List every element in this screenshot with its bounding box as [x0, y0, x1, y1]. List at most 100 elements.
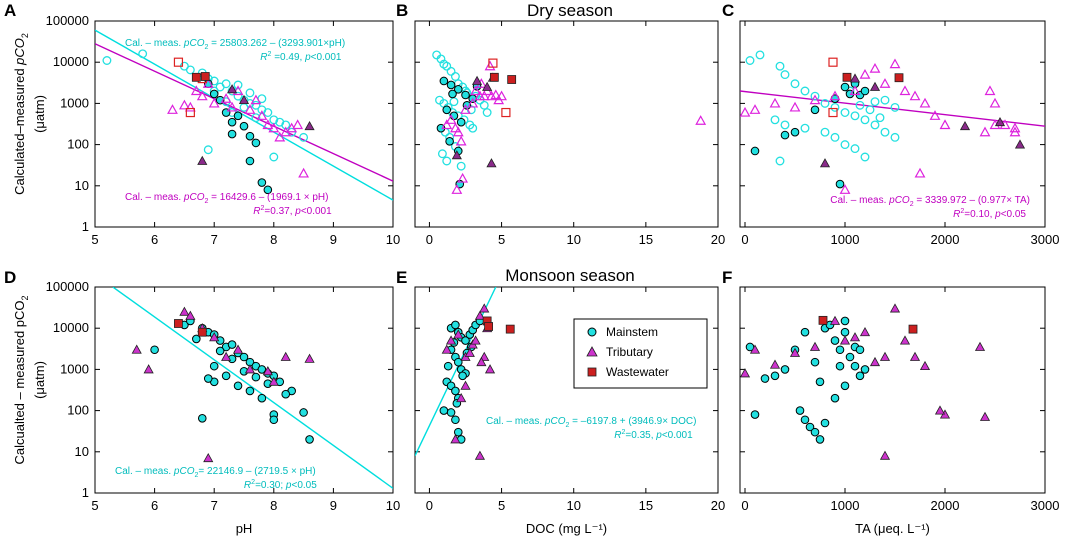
data-point-tributary [829, 315, 841, 325]
data-point-tributary [208, 97, 220, 108]
data-point-tributary [819, 158, 831, 168]
y-tick-label: 10000 [53, 54, 89, 69]
data-point-tributary [899, 85, 911, 96]
data-point-tributary [914, 167, 926, 178]
data-point-tributary [879, 450, 891, 460]
data-point-wastewater [191, 72, 201, 82]
data-point-tributary [839, 184, 851, 194]
data-point-tributary [749, 344, 761, 354]
data-point-tributary [457, 172, 469, 183]
data-point-mainstem [305, 435, 314, 444]
data-point-mainstem [780, 120, 790, 130]
data-point-mainstem [479, 100, 489, 110]
data-point-tributary [464, 347, 475, 357]
data-point-tributary [749, 104, 761, 114]
x-tick-label: 0 [741, 498, 748, 513]
data-point-tributary [695, 115, 707, 125]
regression-annotation: Cal. – meas. pCO2 = 3339.972 – (0.977× T… [830, 195, 1030, 208]
data-point-mainstem [448, 89, 457, 99]
data-point-mainstem [450, 72, 460, 81]
data-point-mainstem [810, 357, 820, 367]
data-point-wastewater [200, 72, 210, 81]
data-point-tributary [839, 335, 851, 345]
data-point-mainstem [245, 156, 255, 166]
data-point-tributary [869, 356, 881, 367]
data-point-tributary [486, 90, 497, 101]
points [740, 303, 991, 460]
data-point-tributary [869, 81, 881, 91]
data-point-mainstem [840, 82, 850, 92]
data-point-mainstem [150, 345, 159, 355]
data-point-tributary [959, 120, 971, 131]
data-point-mainstem [446, 66, 456, 76]
data-point-tributary [490, 89, 502, 100]
data-point-mainstem [745, 56, 755, 65]
data-point-mainstem [770, 115, 780, 125]
data-point-tributary [899, 335, 911, 345]
data-point-mainstem [820, 127, 830, 137]
x-tick-label: 1000 [831, 498, 860, 513]
data-point-mainstem [830, 336, 840, 345]
x-tick-label: 2000 [931, 498, 960, 513]
data-point-mainstem [203, 374, 213, 383]
y-axis-unit-top: (μatm) [32, 95, 47, 133]
data-point-wastewater [197, 327, 207, 337]
data-point-tributary [769, 97, 781, 108]
data-point-mainstem [845, 352, 855, 362]
regression-line-cyan [112, 287, 393, 489]
data-point-mainstem [775, 156, 785, 166]
data-point-mainstem [760, 374, 770, 383]
x-tick-label: 15 [639, 498, 653, 513]
data-point-wastewater [489, 72, 499, 82]
data-point-tributary [879, 351, 891, 361]
x-tick-label: 20 [711, 498, 725, 513]
data-point-mainstem [449, 97, 459, 107]
data-point-mainstem [257, 393, 267, 403]
legend-marker-tributary [586, 346, 598, 357]
data-point-mainstem [257, 178, 267, 187]
panel-e: E 0 5 10 15 20 DOC (mg L⁻¹) Cal. – meas. pCO2 =… [396, 268, 725, 536]
regression-line-magenta [740, 90, 1045, 127]
data-point-mainstem [185, 65, 195, 75]
data-point-mainstem [197, 414, 207, 423]
data-point-mainstem [805, 422, 815, 432]
data-point-tributary [298, 167, 310, 178]
data-point-tributary [994, 116, 1006, 127]
data-point-mainstem [453, 84, 463, 94]
monsoon-season-title: Monsoon season [505, 266, 634, 285]
data-point-tributary [227, 84, 238, 94]
data-point-mainstem [880, 95, 890, 105]
regression-line-magenta [95, 43, 393, 182]
data-point-tributary [470, 85, 482, 96]
data-point-tributary [143, 364, 154, 374]
data-point-mainstem [269, 152, 279, 162]
data-point-mainstem [840, 381, 850, 391]
data-point-tributary [929, 110, 941, 120]
x-tick-label: 7 [211, 232, 218, 247]
data-point-mainstem [239, 121, 249, 131]
regression-annotation: Cal. – meas. pCO2= 22146.9 – (2719.5 × p… [115, 466, 316, 479]
data-point-tributary [280, 351, 291, 361]
data-point-mainstem [461, 336, 470, 345]
data-point-mainstem [800, 86, 810, 96]
data-point-tributary [879, 78, 891, 88]
points [131, 306, 315, 463]
data-point-tributary [451, 150, 462, 160]
data-point-tributary [984, 85, 996, 96]
data-point-mainstem [850, 361, 860, 371]
data-point-mainstem [245, 131, 255, 141]
data-point-tributary [202, 78, 214, 88]
data-point-mainstem [790, 79, 800, 89]
regression-annotation: R2=0.35, p<0.001 [614, 429, 693, 441]
data-point-mainstem [800, 327, 810, 337]
data-point-mainstem [192, 334, 201, 344]
data-point-tributary [467, 97, 479, 108]
data-point-mainstem [870, 97, 880, 107]
data-point-mainstem [453, 357, 463, 367]
data-point-mainstem [461, 90, 470, 100]
data-point-tributary [740, 106, 751, 117]
data-point-mainstem [281, 389, 291, 399]
data-point-mainstem [870, 120, 880, 130]
data-point-tributary [456, 392, 467, 403]
data-point-wastewater [507, 75, 517, 84]
